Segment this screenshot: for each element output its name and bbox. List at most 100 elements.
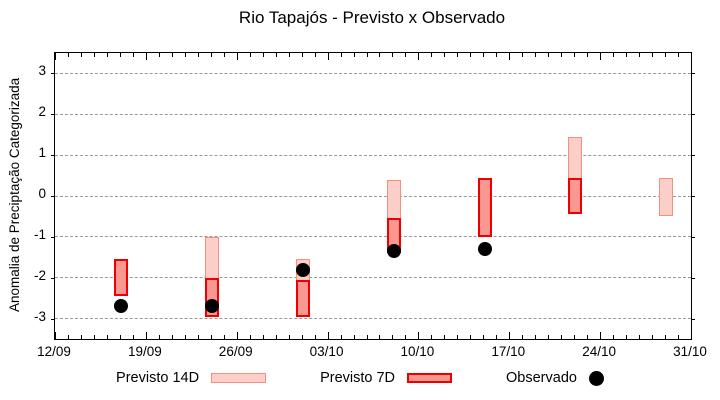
x-tick xyxy=(639,53,641,57)
x-tick xyxy=(301,53,303,57)
y-tick xyxy=(691,318,695,320)
x-tick xyxy=(158,335,160,339)
x-tick xyxy=(522,53,524,57)
x-tick xyxy=(327,53,329,60)
x-tick xyxy=(548,335,550,339)
previsto-14d-bar xyxy=(659,177,674,217)
x-tick-label: 31/10 xyxy=(673,344,707,359)
observado-dot xyxy=(295,262,310,277)
x-tick xyxy=(600,332,602,339)
x-tick xyxy=(626,53,628,57)
x-tick xyxy=(93,53,95,57)
x-tick xyxy=(184,335,186,339)
previsto-7d-bar xyxy=(477,177,492,237)
x-tick xyxy=(470,53,472,57)
y-tick xyxy=(51,73,55,75)
gridline xyxy=(55,318,691,320)
y-tick xyxy=(51,196,55,197)
x-tick xyxy=(314,53,316,57)
gridline xyxy=(55,113,691,115)
x-tick xyxy=(418,53,420,60)
x-tick xyxy=(119,53,121,57)
x-tick xyxy=(561,53,563,57)
observado-dot xyxy=(477,242,492,257)
y-tick xyxy=(691,73,695,75)
x-tick xyxy=(392,335,394,339)
x-tick xyxy=(652,53,654,57)
x-tick xyxy=(431,53,433,57)
y-tick xyxy=(51,114,55,116)
x-tick xyxy=(392,53,394,57)
observado-dot xyxy=(114,299,129,314)
chart-title: Rio Tapajós - Previsto x Observado xyxy=(238,8,506,27)
x-tick xyxy=(535,53,537,57)
y-tick-label: 2 xyxy=(38,104,46,120)
x-tick xyxy=(340,335,342,339)
x-tick xyxy=(574,335,576,339)
x-tick xyxy=(327,332,329,339)
x-tick-label: 19/09 xyxy=(127,344,162,359)
x-tick xyxy=(665,53,667,57)
x-tick xyxy=(223,335,225,339)
previsto-7d-bar xyxy=(114,259,129,297)
x-tick xyxy=(249,335,251,339)
gridline xyxy=(55,72,691,74)
y-tick xyxy=(691,236,695,238)
legend-label-previsto-14d: Previsto 14D xyxy=(116,370,200,386)
previsto-7d-bar xyxy=(295,279,310,317)
x-tick-label: 24/10 xyxy=(582,344,617,359)
x-tick xyxy=(288,53,290,57)
gridline xyxy=(55,195,691,197)
x-tick xyxy=(639,335,641,339)
legend-item-observado: Observado xyxy=(506,370,604,386)
x-tick xyxy=(665,335,667,339)
x-tick xyxy=(457,335,459,339)
x-tick xyxy=(600,53,602,60)
x-tick xyxy=(197,335,199,339)
y-tick-label: 1 xyxy=(38,145,46,161)
x-tick xyxy=(55,332,56,339)
x-tick xyxy=(67,53,69,57)
x-tick xyxy=(106,335,108,339)
x-tick xyxy=(405,335,407,339)
y-tick-label: 0 xyxy=(38,186,46,201)
x-tick xyxy=(496,335,498,339)
x-tick xyxy=(106,53,108,57)
x-tick xyxy=(236,53,238,60)
y-tick xyxy=(51,236,55,238)
x-tick xyxy=(457,53,459,57)
legend-swatch-previsto-14d-box xyxy=(211,373,267,383)
x-tick-label: 26/09 xyxy=(218,344,253,359)
x-tick xyxy=(80,53,82,57)
x-tick xyxy=(158,53,160,57)
y-tick-label: -3 xyxy=(33,308,46,324)
x-tick xyxy=(340,53,342,57)
x-tick xyxy=(145,53,147,60)
x-tick xyxy=(366,335,368,339)
x-tick-label: 03/10 xyxy=(309,344,344,359)
x-tick xyxy=(262,53,264,57)
x-tick xyxy=(483,53,485,57)
y-tick xyxy=(691,114,695,116)
y-tick xyxy=(51,318,55,320)
x-tick xyxy=(119,335,121,339)
x-tick xyxy=(210,335,212,339)
x-tick-label: 12/09 xyxy=(37,344,71,359)
gridline xyxy=(55,154,691,156)
x-tick xyxy=(522,335,524,339)
x-tick xyxy=(184,53,186,57)
x-tick xyxy=(587,335,589,339)
x-tick xyxy=(431,335,433,339)
x-tick xyxy=(275,53,277,57)
x-tick xyxy=(80,335,82,339)
y-tick-label: 3 xyxy=(38,63,46,79)
x-tick xyxy=(444,53,446,57)
x-tick xyxy=(171,53,173,57)
x-tick xyxy=(483,335,485,339)
x-tick xyxy=(652,335,654,339)
x-tick xyxy=(55,53,56,60)
legend-swatch-observado-dot xyxy=(588,370,604,386)
x-tick xyxy=(418,332,420,339)
x-tick xyxy=(496,53,498,57)
